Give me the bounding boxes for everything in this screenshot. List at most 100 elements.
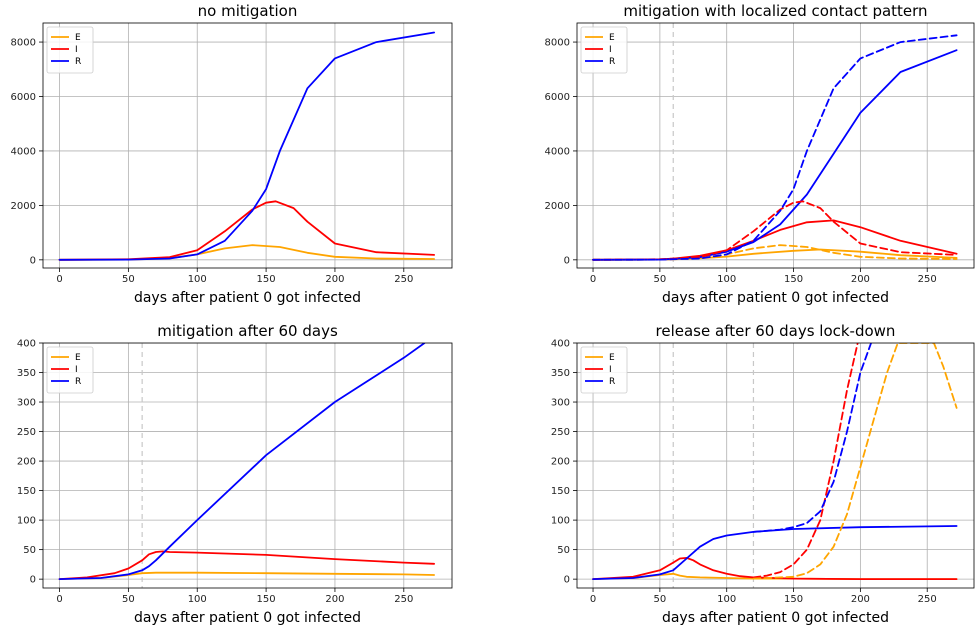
legend: EIR: [46, 26, 94, 74]
x-axis-label: days after patient 0 got infected: [134, 610, 361, 626]
chart-title: no mitigation: [198, 2, 298, 20]
series-group: [58, 31, 436, 261]
x-tick-label: 200: [325, 274, 344, 285]
series-group: [592, 343, 958, 580]
y-tick-label: 150: [17, 486, 36, 497]
chart-panel-4: 0 50 100 150 200 250 0 50 100 150 200 250 300 350 400 r…: [551, 322, 975, 626]
y-tick-label: 400: [17, 339, 36, 350]
legend-label-I: I: [75, 45, 78, 55]
y-tick-label: 2000: [11, 201, 36, 212]
y-tick-label: 300: [17, 398, 36, 409]
chart-panel-3: 0 50 100 150 200 250 0 50 100 150 200 250 300 350 400 m…: [17, 322, 453, 626]
series-line-ref-4-dashed: [752, 343, 872, 533]
legend-label-E: E: [609, 33, 615, 43]
x-tick-label: 200: [851, 274, 870, 285]
x-axis-label: days after patient 0 got infected: [134, 290, 361, 306]
y-tick-label: 200: [551, 457, 570, 468]
series-line-R: [592, 525, 958, 580]
x-tick-label: 250: [918, 594, 937, 605]
legend-label-I: I: [75, 365, 78, 375]
y-tick-label: 0: [564, 255, 570, 266]
legend-label-E: E: [75, 33, 81, 43]
plot-area: [43, 23, 452, 268]
series-line-I: [58, 200, 436, 261]
x-tick-label: 200: [325, 594, 344, 605]
x-tick-label: 0: [56, 274, 62, 285]
x-axis-label: days after patient 0 got infected: [662, 290, 889, 306]
series-group: [58, 343, 436, 580]
y-tick-label: 150: [551, 486, 570, 497]
chart-panel-2: 0 50 100 150 200 250 0 2000 4000 6000 8000 mitigati…: [545, 2, 975, 306]
axes-frame: [42, 22, 453, 269]
x-tick-label: 100: [188, 594, 207, 605]
x-axis-label: days after patient 0 got infected: [662, 610, 889, 626]
legend-label-R: R: [75, 57, 81, 67]
grid: [577, 343, 974, 588]
x-tick-label: 50: [122, 594, 135, 605]
series-line-ref-5-dashed: [592, 34, 958, 261]
legend-label-I: I: [609, 365, 612, 375]
chart-title: mitigation after 60 days: [157, 322, 338, 340]
y-tick-label: 0: [30, 255, 36, 266]
chart-title: mitigation with localized contact patter…: [623, 2, 927, 20]
y-tick-label: 8000: [11, 38, 36, 49]
y-tick-label: 250: [17, 427, 36, 438]
y-tick-label: 100: [17, 516, 36, 527]
legend-box: [46, 26, 94, 74]
axes-frame: [576, 22, 975, 269]
y-tick-label: 350: [551, 368, 570, 379]
legend: EIR: [46, 346, 94, 394]
x-tick-label: 200: [851, 594, 870, 605]
plot-area: [43, 343, 452, 588]
axes-frame: [42, 342, 453, 589]
x-tick-label: 50: [122, 274, 135, 285]
legend-label-I: I: [609, 45, 612, 55]
series-line-R: [58, 343, 426, 580]
x-tick-label: 100: [717, 594, 736, 605]
y-tick-label: 200: [17, 457, 36, 468]
y-tick-label: 50: [557, 545, 570, 556]
legend-box: [580, 346, 628, 394]
legend-label-R: R: [75, 377, 81, 387]
legend: EIR: [580, 26, 628, 74]
x-tick-label: 50: [654, 274, 667, 285]
x-tick-label: 150: [784, 594, 803, 605]
x-tick-label: 150: [784, 274, 803, 285]
y-tick-label: 8000: [545, 38, 570, 49]
x-tick-label: 100: [188, 274, 207, 285]
y-tick-label: 6000: [545, 92, 570, 103]
chart-panel-1: 0 50 100 150 200 250 0 2000 4000 6000 8000 no mitig…: [11, 2, 453, 306]
x-tick-label: 50: [654, 594, 667, 605]
x-tick-label: 0: [56, 594, 62, 605]
x-tick-label: 150: [257, 594, 276, 605]
y-tick-label: 250: [551, 427, 570, 438]
y-tick-label: 6000: [11, 92, 36, 103]
y-tick-label: 2000: [545, 201, 570, 212]
series-group: [592, 34, 958, 261]
y-tick-label: 350: [17, 368, 36, 379]
x-tick-label: 0: [590, 594, 596, 605]
legend-box: [580, 26, 628, 74]
x-tick-label: 250: [918, 274, 937, 285]
series-line-R: [58, 31, 436, 261]
x-tick-label: 100: [717, 274, 736, 285]
y-tick-label: 300: [551, 398, 570, 409]
series-line-ref-4-dashed: [592, 200, 958, 261]
series-line-I: [58, 550, 436, 580]
legend-box: [46, 346, 94, 394]
series-line-ref-5-dashed: [752, 343, 958, 580]
legend-label-E: E: [75, 353, 81, 363]
legend-label-R: R: [609, 377, 615, 387]
y-tick-label: 4000: [11, 146, 36, 157]
plot-area: [577, 343, 974, 588]
legend-label-R: R: [609, 57, 615, 67]
x-tick-label: 150: [257, 274, 276, 285]
series-line-ref-3-dashed: [752, 343, 859, 579]
x-tick-label: 250: [394, 594, 413, 605]
axes-frame: [576, 342, 975, 589]
y-tick-label: 400: [551, 339, 570, 350]
y-tick-label: 4000: [545, 146, 570, 157]
x-tick-label: 0: [590, 274, 596, 285]
legend: EIR: [580, 346, 628, 394]
